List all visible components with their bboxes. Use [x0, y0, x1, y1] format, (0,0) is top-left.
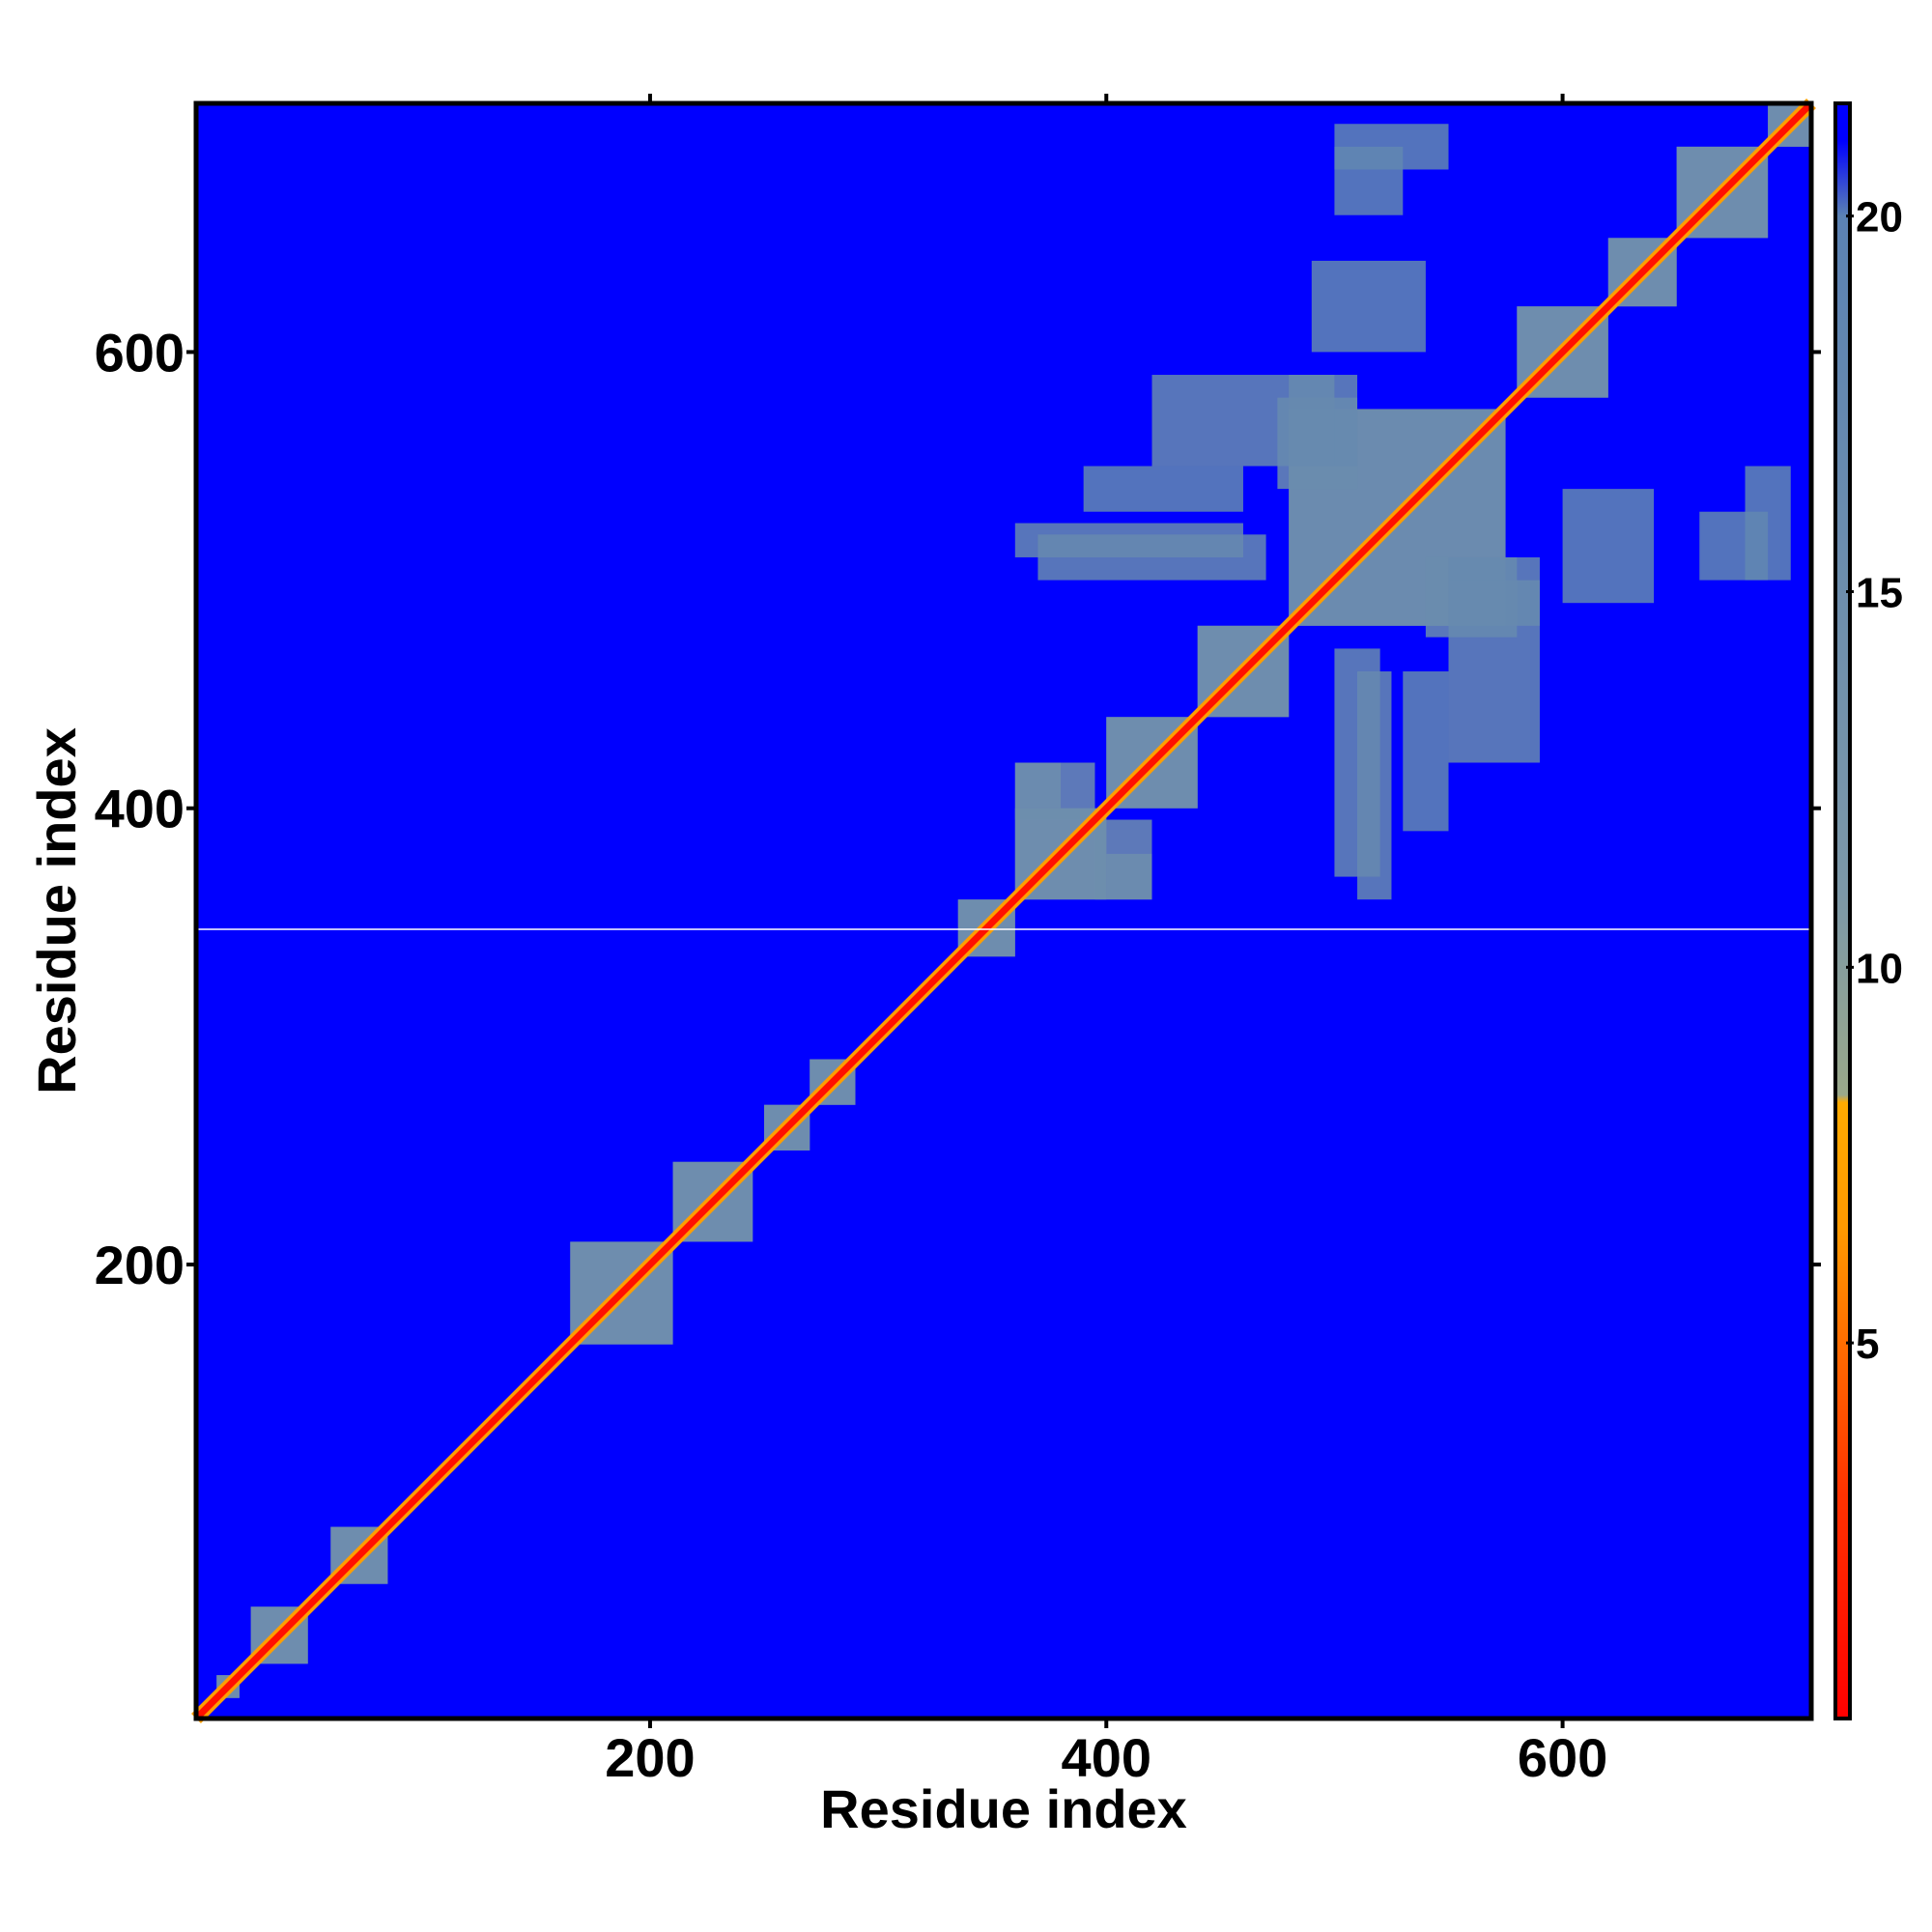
x-tick-label: 400 [1062, 1727, 1151, 1788]
contact-region-17-mirror [1151, 375, 1358, 467]
heatmap-layer [191, 99, 1816, 1723]
y-tick-label: 200 [95, 1235, 185, 1295]
colorbar-tick-label: 15 [1856, 569, 1903, 616]
y-tick-label: 400 [95, 779, 185, 839]
x-tick-label: 200 [605, 1727, 695, 1788]
diagonal-band [193, 100, 1814, 1721]
contact-region-19-mirror [1083, 466, 1243, 512]
y-axis-label: Residue index [26, 727, 87, 1094]
colorbar [1833, 101, 1852, 1720]
x-axis-label: Residue index [820, 1778, 1187, 1839]
colorbar-ticks: 5 10 15 20 [1846, 194, 1903, 1368]
y-tick-label: 600 [95, 322, 185, 383]
colorbar-tick-label: 5 [1856, 1321, 1879, 1368]
plot-frame [193, 100, 1814, 1721]
x-axis: 200 400 600 [605, 94, 1607, 1788]
contact-region-19 [1403, 671, 1449, 832]
contact-region-10-mirror [1014, 762, 1095, 820]
contact-region-10 [1094, 819, 1152, 900]
x-tick-label: 600 [1518, 1727, 1607, 1788]
colorbar-tick-label: 10 [1856, 945, 1903, 992]
contact-region-18-mirror [1037, 534, 1266, 581]
colorbar-tick-label: 20 [1856, 194, 1903, 242]
contact-region-25-mirror [1334, 146, 1404, 215]
contact-region-26 [1311, 260, 1426, 353]
y-axis: 200 400 600 [95, 322, 1821, 1295]
contact-region-26-mirror [1562, 489, 1655, 604]
contact-region-17 [1448, 556, 1540, 763]
contact-region-25 [1699, 511, 1769, 581]
contact-region-18 [1334, 648, 1380, 877]
